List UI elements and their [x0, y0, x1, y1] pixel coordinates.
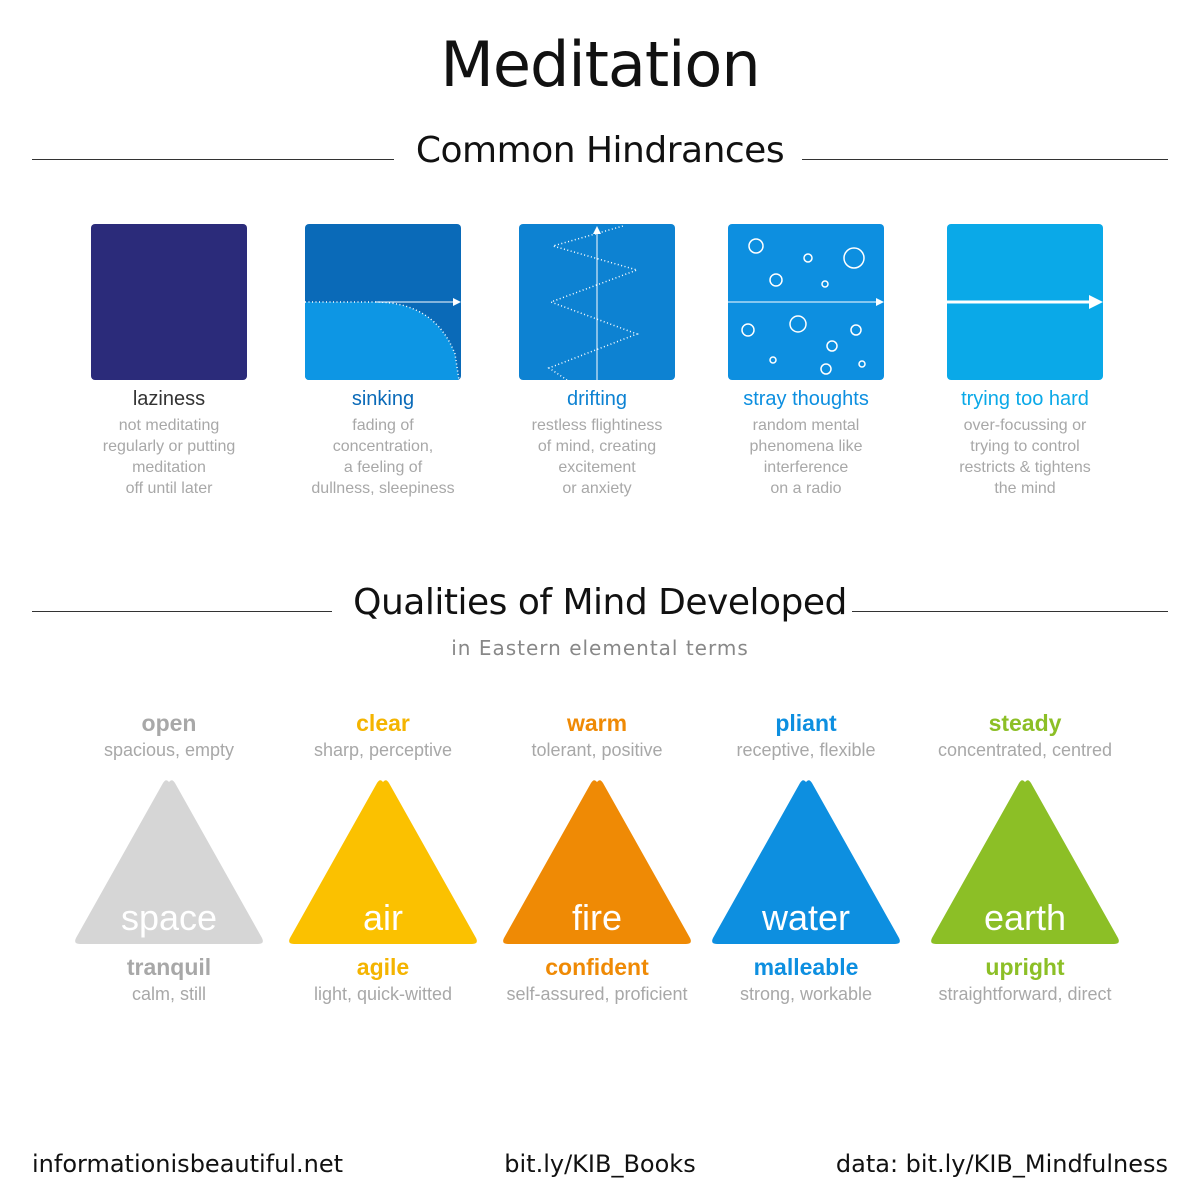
quality-top-sub: spacious, empty: [103, 740, 235, 760]
sinking-curve-icon: [305, 224, 461, 380]
divider-left: [32, 611, 332, 612]
quality-top-sub: concentrated, centred: [937, 740, 1113, 760]
page-title: Meditation: [440, 28, 760, 101]
section-hindrances-header: Common Hindrances: [32, 130, 1168, 190]
solid-square-icon: [91, 224, 247, 380]
arrow-line-icon: [947, 224, 1103, 380]
quality-air: clear sharp, perceptive air agile light,…: [273, 708, 493, 1006]
divider-left: [32, 159, 394, 160]
triangle-icon: space: [73, 778, 265, 946]
footer-site-link[interactable]: informationisbeautiful.net: [32, 1150, 344, 1178]
hindrance-name: sinking: [351, 388, 415, 410]
hindrance-name: drifting: [566, 388, 628, 410]
hindrance-laziness: laziness not meditating regularly or putt…: [69, 224, 269, 499]
zigzag-icon: [519, 224, 675, 380]
footer-data-link[interactable]: data: bit.ly/KIB_Mindfulness: [835, 1150, 1168, 1178]
quality-top: steady: [988, 710, 1062, 736]
hindrance-stray-thoughts: stray thoughts random mental phenomena li…: [706, 224, 906, 499]
quality-top: open: [141, 710, 197, 736]
quality-top: pliant: [775, 710, 837, 736]
hindrance-name: trying too hard: [961, 388, 1089, 410]
divider-right: [802, 159, 1168, 160]
element-label: water: [761, 897, 851, 938]
section-hindrances-title: Common Hindrances: [415, 130, 785, 171]
quality-top-sub: sharp, perceptive: [313, 740, 453, 760]
quality-bottom-sub: light, quick-witted: [313, 984, 453, 1004]
hindrance-desc: over-focussing or trying to control restri…: [959, 417, 1091, 497]
hindrance-desc: fading of concentration, a feeling of dulln…: [311, 417, 455, 497]
quality-bottom: confident: [545, 954, 649, 980]
quality-bottom: malleable: [753, 954, 859, 980]
triangle-icon: water: [710, 778, 902, 946]
section-qualities-title: Qualities of Mind Developed: [353, 582, 847, 623]
quality-space: open spacious, empty space tranquil calm…: [59, 708, 279, 1006]
element-label: fire: [571, 897, 622, 938]
quality-bottom-sub: self-assured, proficient: [506, 984, 688, 1004]
footer-books-link[interactable]: bit.ly/KIB_Books: [504, 1150, 696, 1178]
hindrance-desc: not meditating regularly or putting medita…: [102, 417, 236, 497]
quality-bottom-sub: straightforward, direct: [938, 984, 1112, 1004]
quality-top: warm: [566, 710, 628, 736]
element-label: space: [120, 897, 218, 938]
element-label: air: [362, 897, 403, 938]
quality-top-sub: tolerant, positive: [531, 740, 663, 760]
section-qualities-header: Qualities of Mind Developed: [32, 582, 1168, 642]
quality-fire: warm tolerant, positive fire confident s…: [487, 708, 707, 1006]
bubbles-icon: [728, 224, 884, 380]
triangle-icon: fire: [501, 778, 693, 946]
hindrance-sinking: sinking fading of concentration, a feeling…: [283, 224, 483, 499]
triangle-icon: earth: [929, 778, 1121, 946]
quality-bottom-sub: strong, workable: [739, 984, 873, 1004]
hindrance-drifting: drifting restless flightiness of mind, cr…: [497, 224, 697, 499]
hindrance-name: laziness: [132, 388, 206, 410]
quality-earth: steady concentrated, centred earth uprig…: [915, 708, 1135, 1006]
divider-right: [852, 611, 1168, 612]
quality-water: pliant receptive, flexible water malleab…: [696, 708, 916, 1006]
hindrance-name: stray thoughts: [743, 388, 869, 410]
hindrance-trying-too-hard: trying too hard over-focussing or trying …: [925, 224, 1125, 499]
quality-bottom-sub: calm, still: [131, 984, 206, 1004]
quality-top: clear: [356, 710, 410, 736]
hindrance-desc: restless flightiness of mind, creating exc…: [531, 417, 663, 497]
section-qualities-subtitle: in Eastern elemental terms: [451, 636, 749, 660]
quality-bottom: agile: [356, 954, 410, 980]
quality-bottom: tranquil: [126, 954, 212, 980]
element-label: earth: [983, 897, 1067, 938]
triangle-icon: air: [287, 778, 479, 946]
quality-bottom: upright: [985, 954, 1065, 980]
hindrance-desc: random mental phenomena like interference o…: [749, 417, 863, 497]
quality-top-sub: receptive, flexible: [736, 740, 876, 760]
